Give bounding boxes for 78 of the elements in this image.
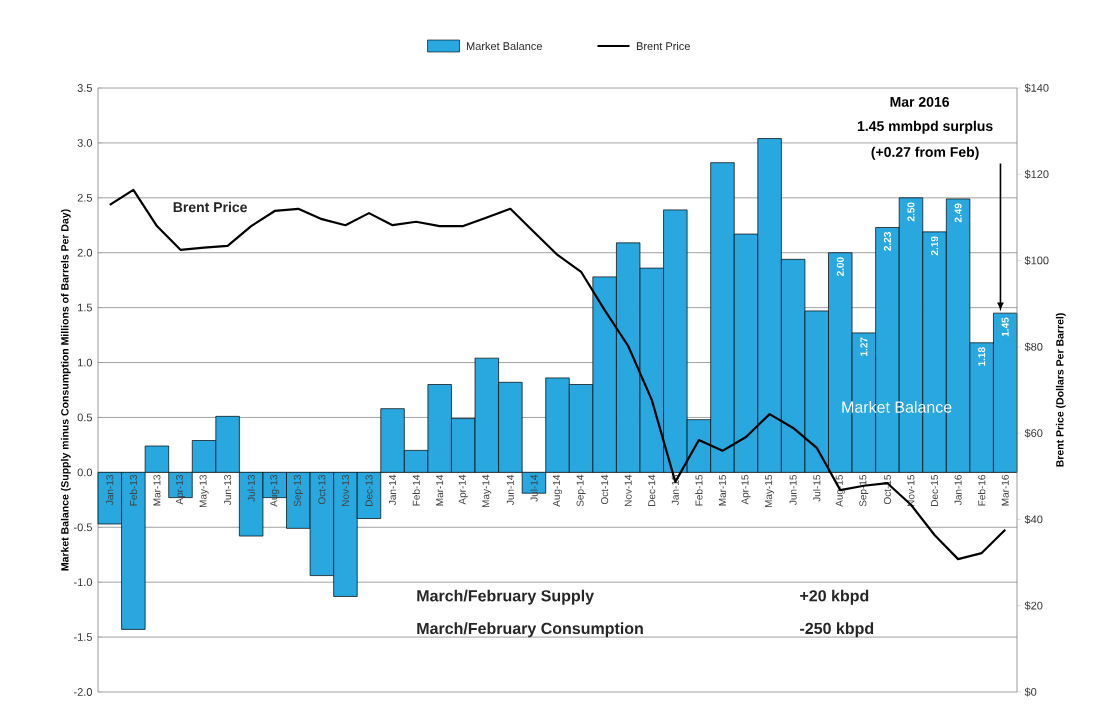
y-tick-label: -1.5 bbox=[74, 633, 92, 641]
x-tick-label: Jul-14 bbox=[530, 474, 538, 502]
legend-label: Market Balance bbox=[466, 41, 542, 51]
y-tick-label: 3.0 bbox=[77, 139, 93, 147]
x-tick-label: Feb-14 bbox=[412, 474, 420, 506]
y2-axis-title: Brent Price (Dollars Per Barrel) bbox=[1055, 313, 1066, 467]
y2-tick-label: $140 bbox=[1024, 83, 1049, 93]
y-tick-label: 2.5 bbox=[77, 193, 92, 202]
annotation: Brent Price bbox=[173, 201, 247, 213]
x-tick-label: Jan-16 bbox=[954, 475, 962, 505]
y2-tick-label: $0 bbox=[1024, 687, 1037, 697]
x-tick-label: Jun-14 bbox=[506, 474, 514, 505]
x-tick-label: Oct-13 bbox=[318, 474, 326, 505]
data-label: 2.00 bbox=[836, 257, 844, 277]
y2-tick-label: $120 bbox=[1024, 169, 1049, 179]
y-axis-title: Market Balance (Supply minus Consumption Millions of Barrels Per Day) bbox=[60, 209, 71, 571]
annotation: 1.45 mmbpd surplus bbox=[857, 120, 993, 134]
data-label: 1.45 bbox=[1001, 317, 1009, 337]
y2-tick-label: $80 bbox=[1024, 342, 1043, 352]
data-label: 2.49 bbox=[954, 203, 962, 223]
x-tick-label: Jan-13 bbox=[106, 475, 114, 505]
x-tick-label: Dec-15 bbox=[931, 474, 939, 506]
y2-tick-label: $40 bbox=[1024, 514, 1043, 524]
x-tick-label: Jan-14 bbox=[389, 474, 397, 505]
x-tick-label: Apr-14 bbox=[458, 474, 468, 505]
x-tick-label: Feb-15 bbox=[695, 474, 703, 506]
x-tick-label: Nov-14 bbox=[624, 474, 632, 506]
x-tick-label: Sep-15 bbox=[859, 474, 869, 507]
data-label: 2.50 bbox=[907, 202, 915, 222]
x-tick-label: Sep-14 bbox=[576, 474, 586, 507]
y-tick-label: 0.5 bbox=[77, 413, 92, 422]
x-tick-label: Jun-15 bbox=[789, 474, 797, 505]
y-tick-label: 2.0 bbox=[77, 248, 93, 257]
x-tick-label: Jul-13 bbox=[247, 475, 255, 502]
y2-tick-label: $20 bbox=[1024, 601, 1043, 611]
data-label: 1.18 bbox=[978, 347, 986, 366]
y-tick-label: 1.5 bbox=[78, 303, 92, 312]
y2-tick-label: $60 bbox=[1024, 428, 1043, 438]
x-tick-label: Jul-15 bbox=[813, 474, 821, 502]
x-tick-label: Dec-13 bbox=[365, 475, 373, 506]
x-tick-label: Mar-13 bbox=[153, 475, 161, 506]
x-tick-label: Apr-15 bbox=[741, 474, 751, 505]
x-tick-label: Jan-15 bbox=[671, 474, 679, 505]
legend-label: Brent Price bbox=[636, 41, 690, 51]
x-tick-label: Jun-13 bbox=[224, 475, 232, 505]
y-tick-label: 1.0 bbox=[78, 358, 93, 367]
y-tick-label: 3.5 bbox=[77, 84, 92, 92]
x-tick-label: May-14 bbox=[482, 474, 492, 508]
annotation: -250 kbpd bbox=[800, 622, 874, 638]
x-tick-label: May-15 bbox=[765, 474, 775, 508]
x-tick-label: Oct-14 bbox=[601, 474, 609, 505]
x-tick-label: Aug-14 bbox=[553, 474, 562, 507]
x-tick-label: Nov-13 bbox=[341, 475, 349, 506]
x-tick-label: Mar-14 bbox=[436, 474, 444, 506]
x-tick-label: Mar-16 bbox=[1001, 475, 1009, 506]
x-tick-label: Sep-13 bbox=[293, 475, 303, 507]
y-tick-label: -0.5 bbox=[74, 523, 92, 532]
data-label: 2.23 bbox=[883, 232, 891, 251]
annotation: March/February Supply bbox=[417, 589, 594, 605]
annotation: (+0.27 from Feb) bbox=[871, 146, 979, 160]
x-tick-label: Feb-16 bbox=[977, 475, 986, 506]
y2-tick-label: $100 bbox=[1024, 256, 1049, 266]
x-tick-label: Feb-13 bbox=[129, 475, 138, 506]
y-tick-label: 0.0 bbox=[77, 468, 93, 477]
y-tick-label: -2.0 bbox=[74, 688, 93, 696]
annotation: +20 kbpd bbox=[800, 589, 869, 605]
x-tick-label: Apr-13 bbox=[175, 475, 185, 505]
x-tick-label: Mar-15 bbox=[718, 474, 726, 506]
x-tick-label: Oct-15 bbox=[883, 474, 891, 505]
x-tick-label: May-13 bbox=[199, 475, 209, 508]
y-tick-label: -1.0 bbox=[74, 578, 93, 587]
x-tick-label: Nov-15 bbox=[907, 474, 915, 506]
annotation: March/February Consumption bbox=[417, 622, 643, 638]
data-label: 2.19 bbox=[931, 236, 939, 256]
x-tick-label: Dec-14 bbox=[648, 474, 656, 506]
data-label: 1.27 bbox=[860, 337, 868, 356]
x-tick-label: Aug-13 bbox=[270, 475, 280, 507]
annotation: Mar 2016 bbox=[890, 96, 950, 107]
